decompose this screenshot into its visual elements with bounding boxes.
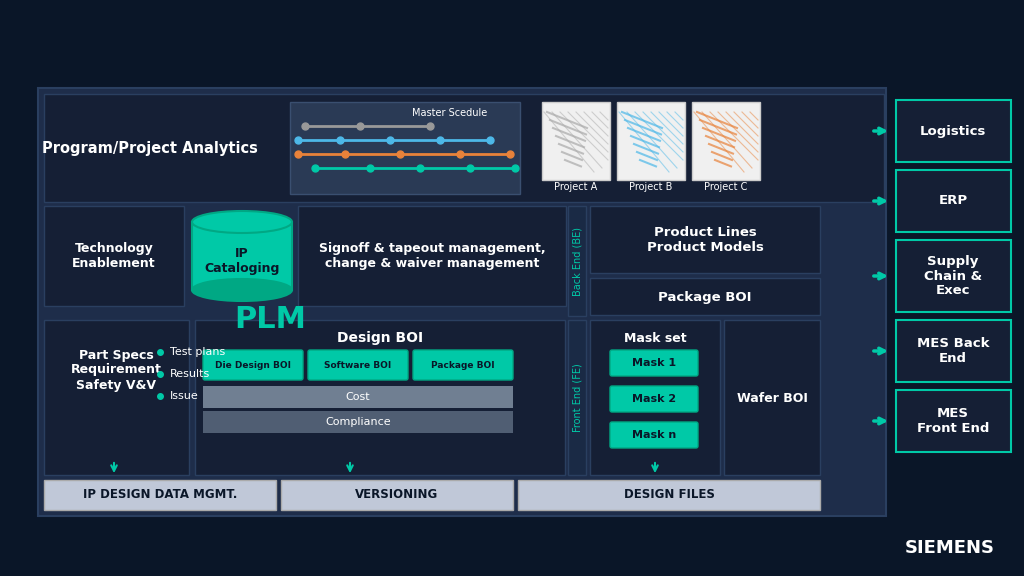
Bar [896, 170, 1011, 232]
Bar [896, 320, 1011, 382]
Bar [896, 100, 1011, 162]
Text: IP
Cataloging: IP Cataloging [205, 247, 280, 275]
Text: Package BOI: Package BOI [658, 290, 752, 304]
Text: Software BOI: Software BOI [325, 361, 391, 369]
Text: Mask 2: Mask 2 [632, 394, 676, 404]
Text: Mask 1: Mask 1 [632, 358, 676, 368]
Bar [590, 278, 820, 315]
Text: Project B: Project B [630, 182, 673, 192]
Bar [281, 480, 513, 510]
Bar [692, 102, 760, 180]
Text: MES
Front End: MES Front End [916, 407, 989, 435]
Bar [195, 320, 565, 475]
Bar [44, 206, 184, 306]
Text: Product Lines
Product Models: Product Lines Product Models [646, 226, 764, 254]
FancyBboxPatch shape [610, 422, 698, 448]
Bar [896, 390, 1011, 452]
Ellipse shape [193, 211, 292, 233]
FancyBboxPatch shape [413, 350, 513, 380]
Bar [193, 222, 292, 290]
FancyBboxPatch shape [610, 350, 698, 376]
Bar [617, 102, 685, 180]
Bar [44, 480, 276, 510]
Text: Package BOI: Package BOI [431, 361, 495, 369]
Text: Mask set: Mask set [624, 332, 686, 344]
Bar [203, 411, 513, 433]
Text: ERP: ERP [938, 195, 968, 207]
Bar [44, 320, 189, 475]
Text: MES Back
End: MES Back End [916, 337, 989, 365]
Text: IP DESIGN DATA MGMT.: IP DESIGN DATA MGMT. [83, 488, 238, 502]
Text: Mask n: Mask n [632, 430, 676, 440]
Text: Technology
Enablement: Technology Enablement [72, 242, 156, 270]
FancyBboxPatch shape [308, 350, 408, 380]
Text: Design BOI: Design BOI [337, 331, 423, 345]
Text: Issue: Issue [170, 391, 199, 401]
Text: DESIGN FILES: DESIGN FILES [624, 488, 715, 502]
Text: Die Design BOI: Die Design BOI [215, 361, 291, 369]
Text: Project C: Project C [705, 182, 748, 192]
Text: Front End (FE): Front End (FE) [572, 363, 582, 433]
Bar [590, 206, 820, 273]
Text: Part Specs
Requirement
Safety V&V: Part Specs Requirement Safety V&V [71, 348, 162, 392]
Text: Signoff & tapeout management,
change & waiver management: Signoff & tapeout management, change & w… [318, 242, 546, 270]
Bar [568, 206, 586, 316]
Bar [298, 206, 566, 306]
Ellipse shape [193, 279, 292, 301]
Text: PLM: PLM [234, 305, 306, 335]
FancyBboxPatch shape [203, 350, 303, 380]
Text: Results: Results [170, 369, 210, 379]
Text: Back End (BE): Back End (BE) [572, 226, 582, 295]
Text: SIEMENS: SIEMENS [905, 539, 995, 557]
Text: Wafer BOI: Wafer BOI [736, 392, 808, 404]
Bar [590, 320, 720, 475]
Text: Supply
Chain &
Exec: Supply Chain & Exec [924, 255, 982, 297]
Text: Compliance: Compliance [326, 417, 391, 427]
Text: Cost: Cost [346, 392, 371, 402]
Text: Program/Project Analytics: Program/Project Analytics [42, 141, 258, 156]
Bar [44, 94, 884, 202]
Bar [203, 386, 513, 408]
Text: VERSIONING: VERSIONING [355, 488, 438, 502]
Text: Project A: Project A [554, 182, 598, 192]
Bar [568, 320, 586, 475]
Bar [518, 480, 820, 510]
Bar [542, 102, 610, 180]
Bar [290, 102, 520, 194]
Bar [38, 88, 886, 516]
FancyBboxPatch shape [610, 386, 698, 412]
Bar [724, 320, 820, 475]
Bar [896, 240, 1011, 312]
Text: Test plans: Test plans [170, 347, 225, 357]
Text: Master Scedule: Master Scedule [413, 108, 487, 118]
Text: Logistics: Logistics [920, 124, 986, 138]
